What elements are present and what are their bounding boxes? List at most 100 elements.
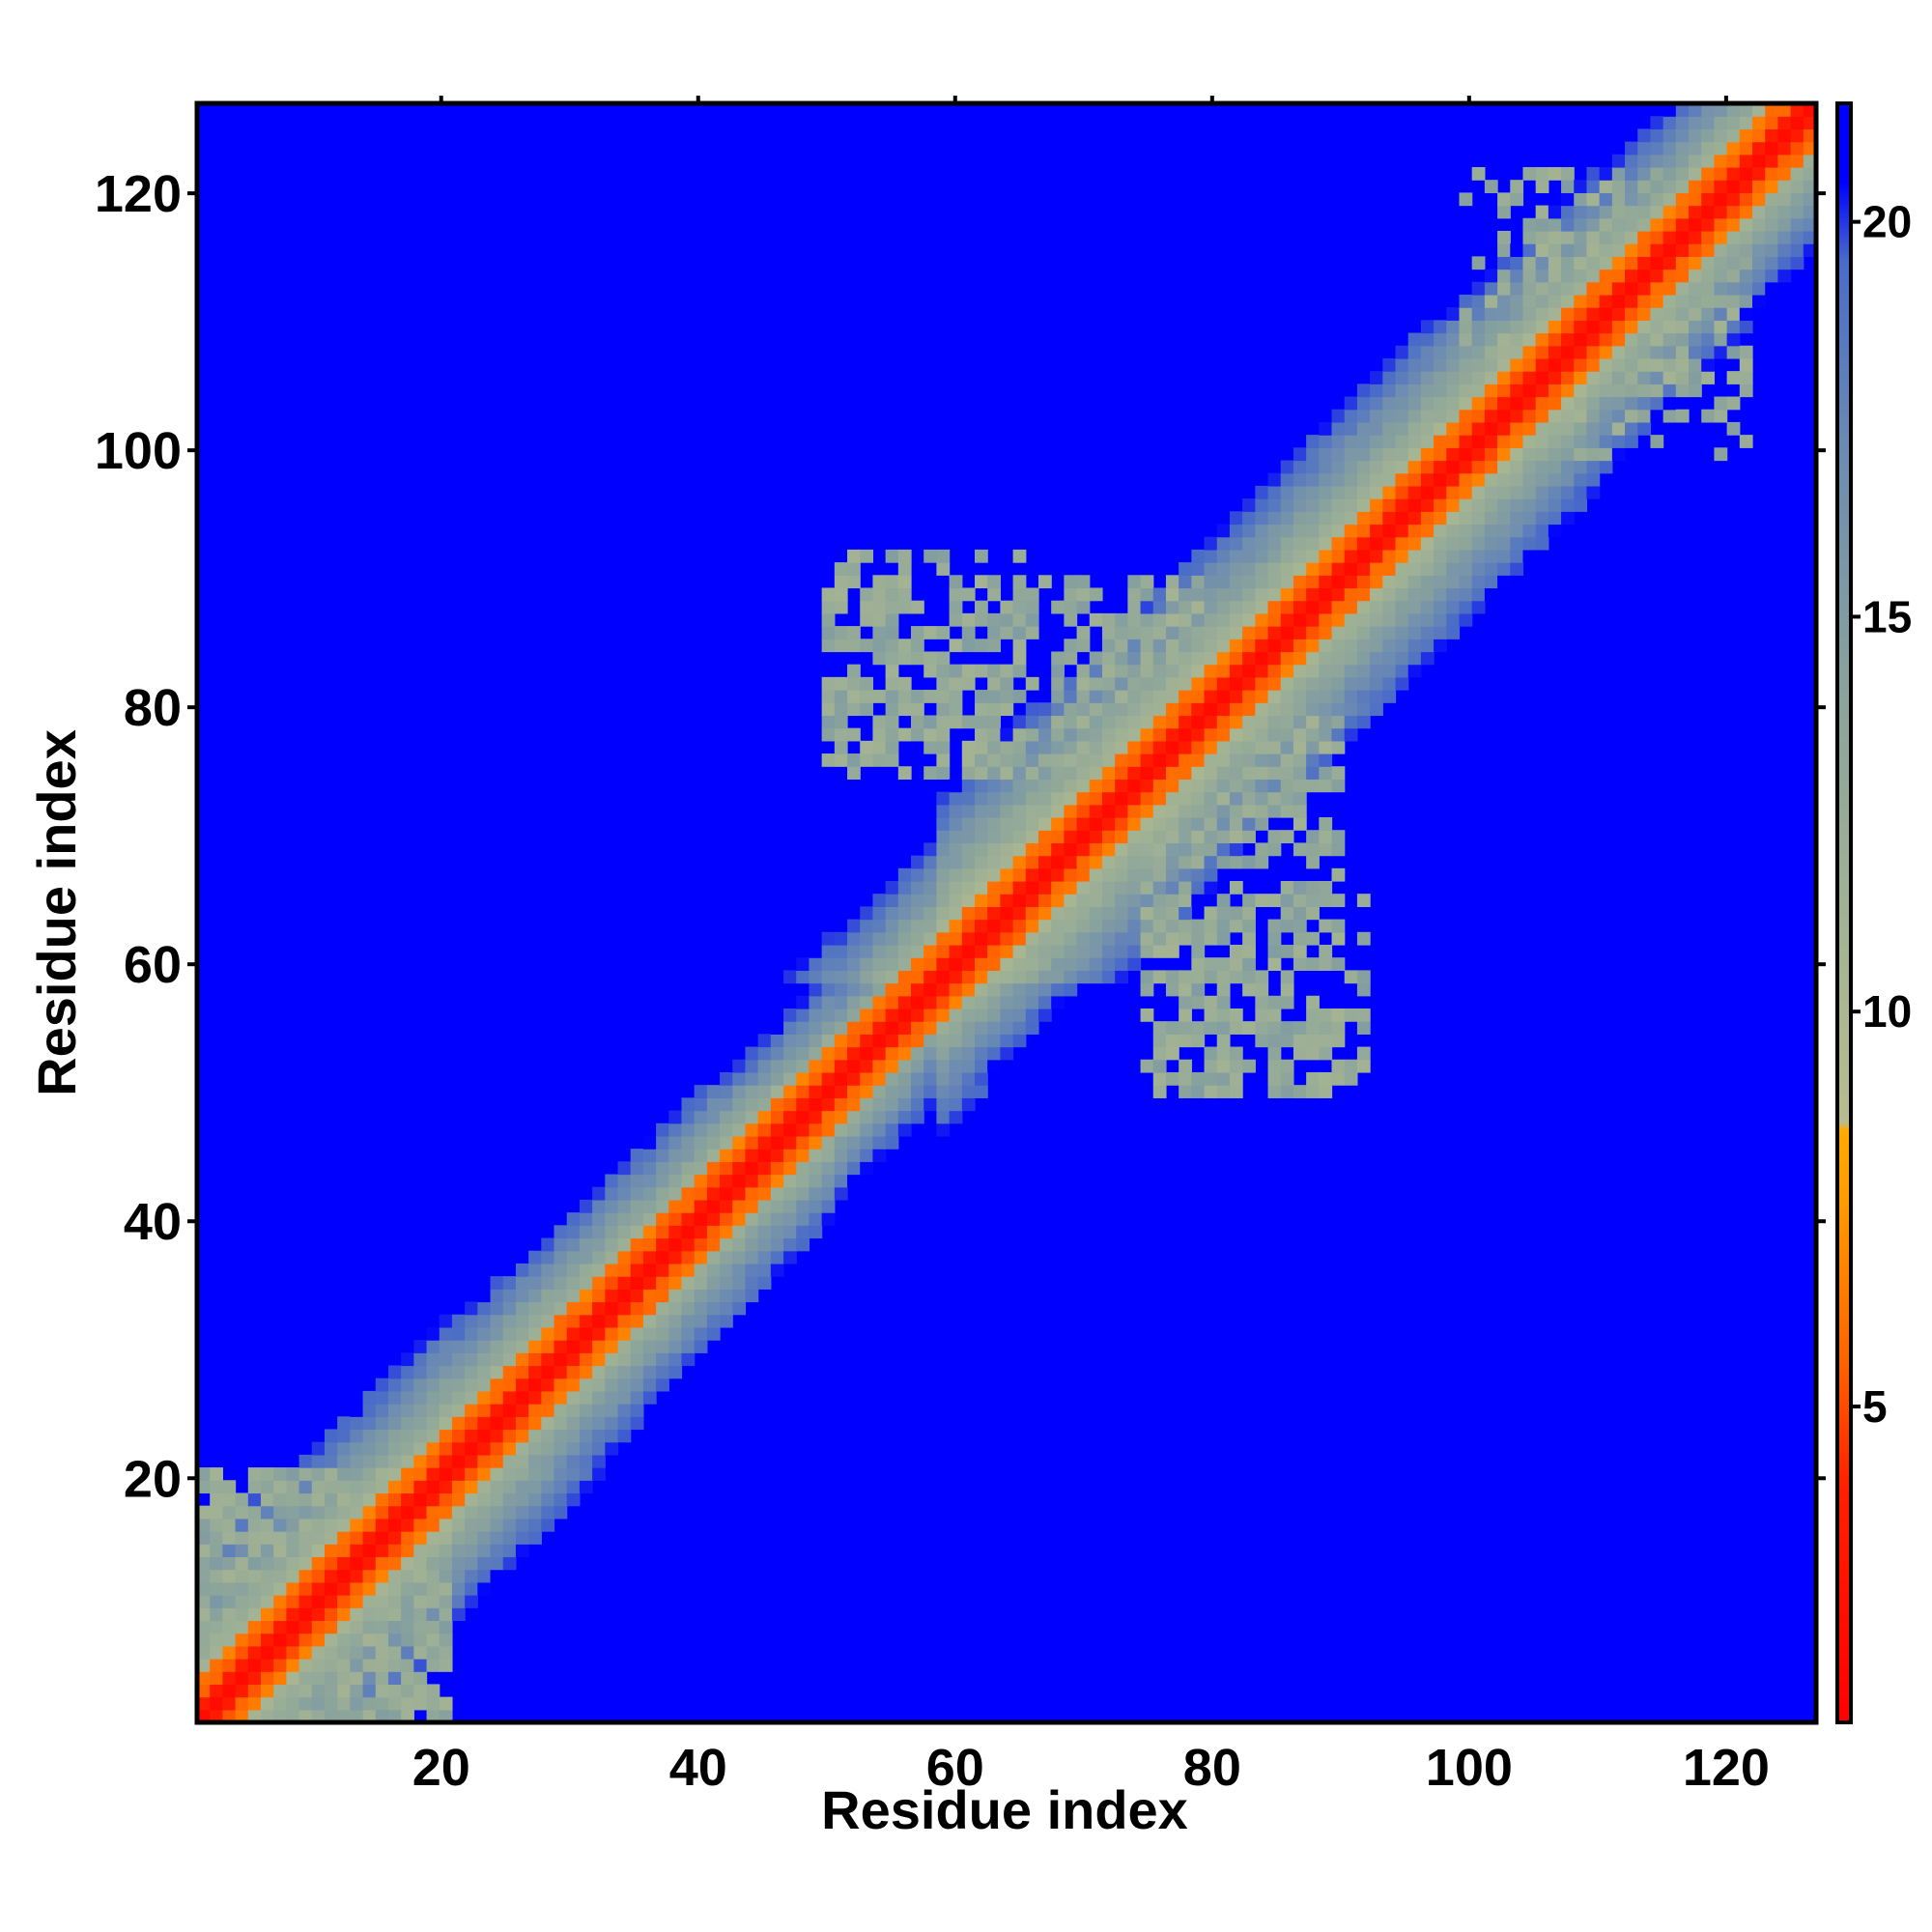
- heatmap-cell: [834, 702, 848, 717]
- heatmap-cell: [961, 1059, 976, 1073]
- heatmap-cell: [1459, 447, 1473, 462]
- heatmap-cell: [1356, 562, 1371, 576]
- heatmap-cell: [1089, 830, 1103, 844]
- heatmap-cell: [1344, 587, 1358, 602]
- heatmap-cell: [1229, 575, 1243, 589]
- heatmap-cell: [1280, 779, 1294, 793]
- heatmap-cell: [298, 1569, 313, 1583]
- heatmap-cell: [1370, 460, 1383, 474]
- heatmap-cell: [1382, 575, 1397, 589]
- heatmap-cell: [821, 957, 836, 971]
- heatmap-cell: [1319, 421, 1333, 436]
- heatmap-cell: [720, 1085, 733, 1098]
- heatmap-cell: [630, 1404, 644, 1417]
- heatmap-cell: [1191, 562, 1206, 576]
- heatmap-cell: [617, 1416, 632, 1431]
- heatmap-cell: [1471, 435, 1486, 448]
- heatmap-cell: [1510, 409, 1524, 423]
- heatmap-cell: [350, 1595, 364, 1608]
- heatmap-cell: [1140, 587, 1154, 602]
- heatmap-cell: [1395, 536, 1409, 551]
- heatmap-cell: [210, 1467, 223, 1481]
- heatmap-cell: [860, 1008, 874, 1022]
- heatmap-cell: [1012, 830, 1027, 844]
- heatmap-cell: [1599, 166, 1613, 181]
- heatmap-cell: [897, 1046, 912, 1061]
- heatmap-cell: [1165, 919, 1179, 933]
- heatmap-cell: [1255, 715, 1269, 729]
- heatmap-cell: [1689, 154, 1702, 168]
- heatmap-cell: [197, 1633, 211, 1647]
- heatmap-cell: [1140, 779, 1154, 793]
- heatmap-cell: [1382, 664, 1397, 678]
- heatmap-cell: [528, 1505, 542, 1520]
- heatmap-cell: [897, 575, 912, 589]
- heatmap-cell: [554, 1301, 568, 1316]
- heatmap-cell: [273, 1645, 287, 1660]
- heatmap-cell: [1331, 435, 1346, 448]
- heatmap-cell: [1675, 141, 1690, 156]
- heatmap-cell: [197, 1684, 211, 1698]
- heatmap-cell: [528, 1492, 542, 1507]
- heatmap-cell: [311, 1633, 326, 1647]
- heatmap-cell: [1204, 702, 1218, 717]
- heatmap-cell: [439, 1633, 453, 1647]
- heatmap-cell: [1025, 855, 1039, 869]
- heatmap-cell: [1101, 727, 1116, 742]
- heatmap-cell: [426, 1645, 440, 1660]
- heatmap-cell: [1165, 664, 1179, 678]
- heatmap-cell: [1510, 485, 1524, 499]
- heatmap-cell: [1179, 587, 1192, 602]
- heatmap-cell: [260, 1659, 274, 1672]
- heatmap-cell: [1242, 804, 1256, 818]
- heatmap-cell: [1484, 421, 1498, 436]
- heatmap-cell: [885, 1097, 899, 1112]
- heatmap-cell: [834, 1122, 848, 1137]
- heatmap-cell: [401, 1365, 414, 1379]
- heatmap-cell: [1382, 676, 1397, 691]
- heatmap-cell: [936, 855, 951, 869]
- heatmap-cell: [566, 1352, 581, 1367]
- heatmap-cell: [923, 664, 938, 678]
- heatmap-cell: [732, 1161, 747, 1176]
- heatmap-cell: [1689, 230, 1702, 244]
- heatmap-cell: [502, 1467, 517, 1481]
- heatmap-cell: [936, 1071, 951, 1086]
- heatmap-cell: [1637, 180, 1652, 193]
- heatmap-cell: [975, 600, 988, 614]
- heatmap-cell: [821, 676, 836, 691]
- heatmap-cell: [860, 1122, 874, 1137]
- heatmap-cell: [1140, 919, 1154, 933]
- heatmap-cell: [451, 1556, 466, 1571]
- heatmap-cell: [1076, 957, 1091, 971]
- heatmap-cell: [1726, 128, 1741, 143]
- heatmap-cell: [502, 1556, 517, 1571]
- heatmap-cell: [860, 676, 874, 691]
- heatmap-cell: [1510, 562, 1524, 576]
- heatmap-cell: [1586, 192, 1601, 207]
- heatmap-cell: [1037, 881, 1052, 895]
- heatmap-cell: [1420, 626, 1435, 639]
- heatmap-cell: [1446, 409, 1461, 423]
- heatmap-cell: [1574, 230, 1588, 244]
- heatmap-cell: [413, 1581, 428, 1596]
- heatmap-cell: [1650, 320, 1664, 334]
- heatmap-cell: [477, 1544, 492, 1558]
- heatmap-cell: [745, 1122, 759, 1137]
- heatmap-cell: [350, 1696, 364, 1711]
- heatmap-cell: [923, 881, 938, 895]
- heatmap-cell: [1140, 651, 1154, 666]
- heatmap-cell: [1267, 842, 1282, 857]
- heatmap-cell: [668, 1289, 683, 1303]
- heatmap-cell: [1344, 460, 1358, 474]
- heatmap-cell: [1306, 447, 1320, 462]
- heatmap-cell: [1726, 192, 1741, 207]
- heatmap-cell: [1574, 192, 1588, 207]
- heatmap-cell: [796, 1097, 810, 1112]
- heatmap-cell: [1127, 612, 1142, 627]
- heatmap-cell: [987, 612, 1001, 627]
- heatmap-cell: [1586, 205, 1601, 219]
- heatmap-cell: [1420, 485, 1435, 499]
- x-tick-label: 60: [926, 1739, 984, 1797]
- heatmap-cell: [298, 1607, 313, 1622]
